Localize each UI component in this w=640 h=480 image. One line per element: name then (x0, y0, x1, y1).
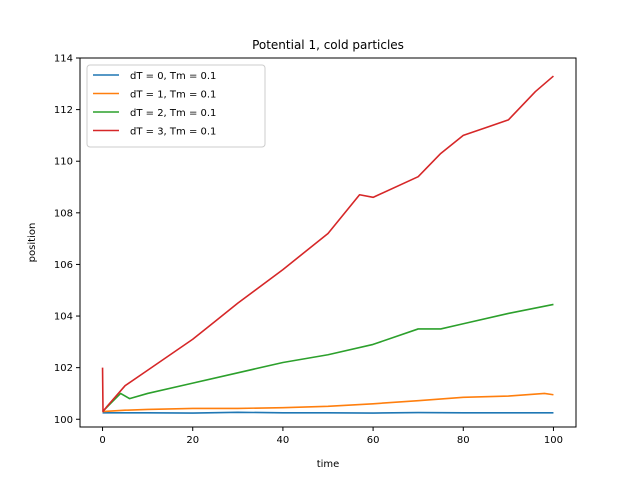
y-tick-label: 104 (54, 312, 73, 323)
x-tick-label: 20 (186, 435, 199, 446)
x-tick-label: 40 (277, 435, 290, 446)
legend-label: dT = 3, Tm = 0.1 (130, 127, 216, 138)
series-line-0 (102, 411, 554, 414)
series-line-1 (102, 392, 554, 413)
series-line-3 (101, 75, 554, 413)
legend-label: dT = 1, Tm = 0.1 (130, 90, 216, 101)
series-line-2 (101, 303, 554, 413)
y-tick-label: 106 (54, 260, 73, 271)
y-tick-label: 112 (54, 105, 73, 116)
y-tick-label: 102 (54, 363, 73, 374)
series-layer (101, 75, 554, 414)
x-tick-label: 0 (99, 435, 105, 446)
y-tick-label: 100 (54, 415, 73, 426)
legend-box (86, 64, 266, 148)
legend-label: dT = 2, Tm = 0.1 (130, 108, 216, 119)
x-axis-title: time (317, 459, 340, 470)
x-tick-label: 80 (457, 435, 470, 446)
y-axis-title: position (27, 223, 38, 263)
legend: dT = 0, Tm = 0.1 dT = 1, Tm = 0.1 dT = 2, … (86, 64, 266, 148)
y-tick-label: 108 (54, 208, 73, 219)
x-tick-label: 100 (544, 435, 563, 446)
plot-frame (79, 57, 577, 428)
legend-label: dT = 0, Tm = 0.1 (130, 71, 216, 82)
chart-title: Potential 1, cold particles (252, 38, 404, 52)
y-tick-label: 114 (54, 54, 73, 65)
y-axis: 100 102 104 106 108 110 112 114 (54, 54, 80, 426)
x-tick-label: 60 (367, 435, 380, 446)
y-tick-label: 110 (54, 157, 73, 168)
x-axis: 0 20 40 60 80 100 (99, 427, 563, 446)
